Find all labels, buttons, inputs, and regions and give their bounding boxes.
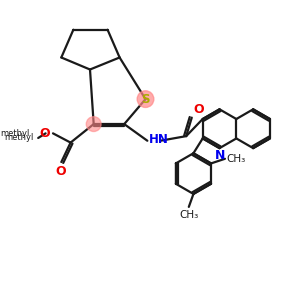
Text: HN: HN bbox=[149, 133, 169, 146]
Text: N: N bbox=[215, 149, 226, 162]
Text: O: O bbox=[194, 103, 204, 116]
Text: methyl: methyl bbox=[1, 129, 30, 138]
Circle shape bbox=[137, 91, 154, 107]
Text: methyl: methyl bbox=[4, 134, 34, 142]
Text: S: S bbox=[141, 93, 150, 106]
Text: O: O bbox=[55, 165, 66, 178]
Text: CH₃: CH₃ bbox=[227, 154, 246, 164]
Circle shape bbox=[86, 117, 101, 131]
Text: CH₃: CH₃ bbox=[179, 210, 198, 220]
Text: O: O bbox=[40, 127, 50, 140]
